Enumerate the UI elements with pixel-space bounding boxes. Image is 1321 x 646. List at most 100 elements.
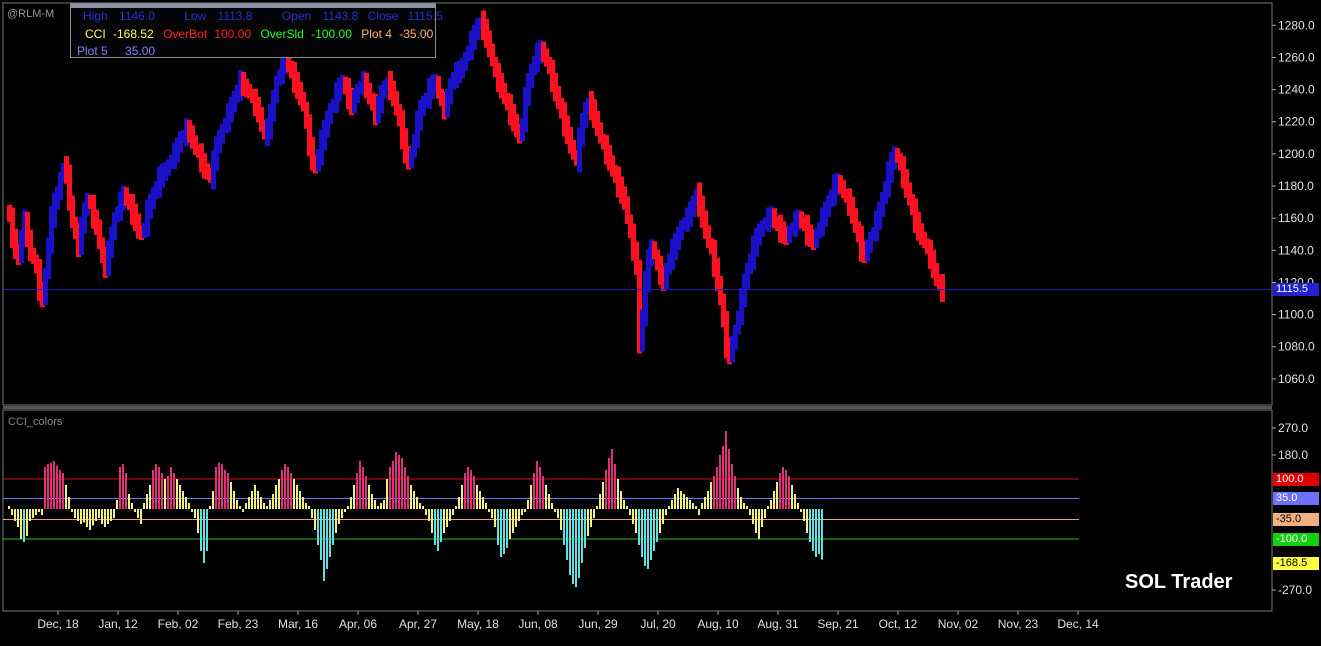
price-bar — [925, 238, 930, 255]
price-bar — [208, 168, 213, 183]
price-bar — [772, 208, 777, 229]
price-bar — [643, 270, 648, 327]
cci-bar — [296, 485, 298, 509]
price-bar — [433, 73, 438, 93]
data-window[interactable]: High 1146.0 Low 1113.8 Open 1143.8 Close… — [70, 3, 443, 58]
price-bar — [514, 114, 519, 138]
cci-bar — [656, 509, 658, 542]
overbot-label: OverBot — [163, 27, 208, 41]
cci-bar — [380, 503, 382, 509]
cci-bar — [761, 509, 763, 527]
price-bar — [325, 110, 330, 138]
cci-bar — [134, 509, 136, 512]
cci-bar — [149, 485, 151, 509]
price-bar — [553, 72, 558, 102]
price-bar — [106, 240, 111, 277]
time-tick-label: Nov, 02 — [938, 617, 979, 631]
price-bar — [892, 146, 897, 170]
time-tick-label: Aug, 10 — [697, 617, 739, 631]
price-bar — [43, 267, 48, 306]
cci-row: CCI -168.52 OverBot 100.00 OverSld -100.… — [77, 27, 433, 41]
price-bar — [484, 18, 489, 48]
cci-bar — [539, 467, 541, 509]
cci-bar — [404, 467, 406, 509]
cci-bar — [806, 509, 808, 533]
indicator-label: CCI_colors — [8, 416, 63, 428]
price-bar — [46, 237, 51, 280]
cci-bar — [221, 464, 223, 509]
price-bar — [847, 188, 852, 216]
price-bar — [667, 253, 672, 275]
cci-bar — [593, 509, 595, 518]
cci-bar — [557, 509, 559, 518]
data-window-titlebar[interactable] — [71, 4, 435, 8]
price-bar — [871, 227, 876, 242]
price-bars — [7, 10, 945, 365]
price-bar — [481, 10, 486, 41]
cci-bar — [668, 506, 670, 509]
price-bar — [262, 120, 267, 140]
price-bar — [181, 129, 186, 143]
price-bar — [685, 207, 690, 232]
price-bar — [322, 120, 327, 151]
cci-bar — [29, 509, 31, 521]
price-bar — [529, 63, 534, 89]
price-bar — [55, 186, 60, 210]
price-bar — [823, 201, 828, 227]
cci-bar — [323, 509, 325, 581]
cci-bar — [476, 485, 478, 509]
cci-bar — [104, 509, 106, 527]
price-bar — [631, 223, 636, 261]
price-bar — [277, 69, 282, 86]
cci-bar — [503, 509, 505, 554]
price-bar — [793, 210, 798, 237]
cci-bar — [821, 509, 823, 560]
cci-bar — [101, 509, 103, 524]
price-bar — [316, 149, 321, 172]
price-bar — [457, 60, 462, 84]
price-bar — [373, 94, 378, 126]
price-bar — [547, 56, 552, 75]
price-bar — [265, 118, 270, 147]
cci-bar — [647, 509, 649, 569]
price-bar — [187, 120, 192, 143]
price-bar — [85, 193, 90, 216]
price-bar — [565, 115, 570, 145]
cci-bar — [509, 509, 511, 539]
price-bar — [640, 309, 645, 352]
price-bar — [256, 96, 261, 123]
price-bar — [538, 39, 543, 64]
cci-bar — [530, 485, 532, 509]
price-bar — [616, 166, 621, 198]
price-bar — [394, 90, 399, 116]
cci-bar — [512, 509, 514, 533]
cci-tick-label: 180.0 — [1278, 448, 1308, 462]
cci-level-tag: -100.0 — [1273, 532, 1319, 546]
price-bar — [778, 214, 783, 243]
price-bar — [319, 129, 324, 166]
price-panel-frame — [2, 2, 1273, 406]
cci-bar — [41, 509, 43, 515]
cci-bar — [173, 473, 175, 509]
price-bar — [691, 195, 696, 217]
price-bar — [163, 162, 168, 181]
price-bar — [271, 89, 276, 122]
cci-bar — [203, 509, 205, 563]
price-bar — [868, 231, 873, 253]
cci-bar — [770, 500, 772, 509]
price-bar — [58, 172, 63, 200]
price-bar — [802, 216, 807, 232]
cci-bar — [803, 509, 805, 521]
price-bar — [526, 72, 531, 107]
cci-bar — [158, 467, 160, 509]
price-bar — [931, 249, 936, 279]
price-bar — [199, 143, 204, 173]
cci-bar — [365, 476, 367, 509]
cci-bar — [578, 509, 580, 578]
price-bar — [31, 247, 36, 265]
cci-bar — [167, 476, 169, 509]
price-bar — [430, 75, 435, 100]
cci-bar — [359, 461, 361, 509]
cci-bar — [491, 509, 493, 518]
